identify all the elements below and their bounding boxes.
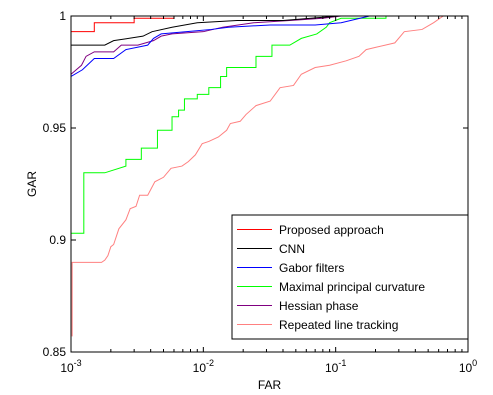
x-tick-label: 10-3 <box>60 358 81 375</box>
y-axis: 0.85 0.9 0.95 1 <box>43 9 468 359</box>
y-tick-label: 0.85 <box>43 345 67 359</box>
plot-frame <box>70 15 469 353</box>
legend-box <box>231 214 469 340</box>
legend-label: Hessian phase <box>279 299 359 313</box>
x-tick-label: 10-2 <box>193 358 214 375</box>
legend-label: CNN <box>279 242 305 256</box>
x-axis-label: FAR <box>258 378 282 392</box>
legend-label: Maximal principal curvature <box>279 280 425 294</box>
y-axis-label: GAR <box>25 171 39 197</box>
series-line-proposed-approach <box>71 16 468 33</box>
y-tick-label: 0.95 <box>43 121 67 135</box>
y-tick-label: 0.9 <box>49 233 66 247</box>
legend: Proposed approach CNN Gabor filters Maximal… <box>231 214 469 340</box>
series-line-cnn <box>71 16 468 46</box>
legend-label: Proposed approach <box>279 223 384 237</box>
y-tick-label: 1 <box>59 9 66 23</box>
series-line-repeated-line-tracking <box>71 16 468 337</box>
series-layer <box>71 16 468 337</box>
x-axis: 10-3 10-2 10-1 100 <box>60 16 477 375</box>
series-line-hessian-phase <box>71 16 468 75</box>
x-tick-label: 100 <box>459 358 477 375</box>
series-line-gabor-filters <box>71 16 468 77</box>
series-line-maximal-principal-curvature <box>71 16 468 267</box>
legend-label: Repeated line tracking <box>279 318 398 332</box>
x-tick-label: 10-1 <box>325 358 346 375</box>
legend-label: Gabor filters <box>279 261 344 275</box>
